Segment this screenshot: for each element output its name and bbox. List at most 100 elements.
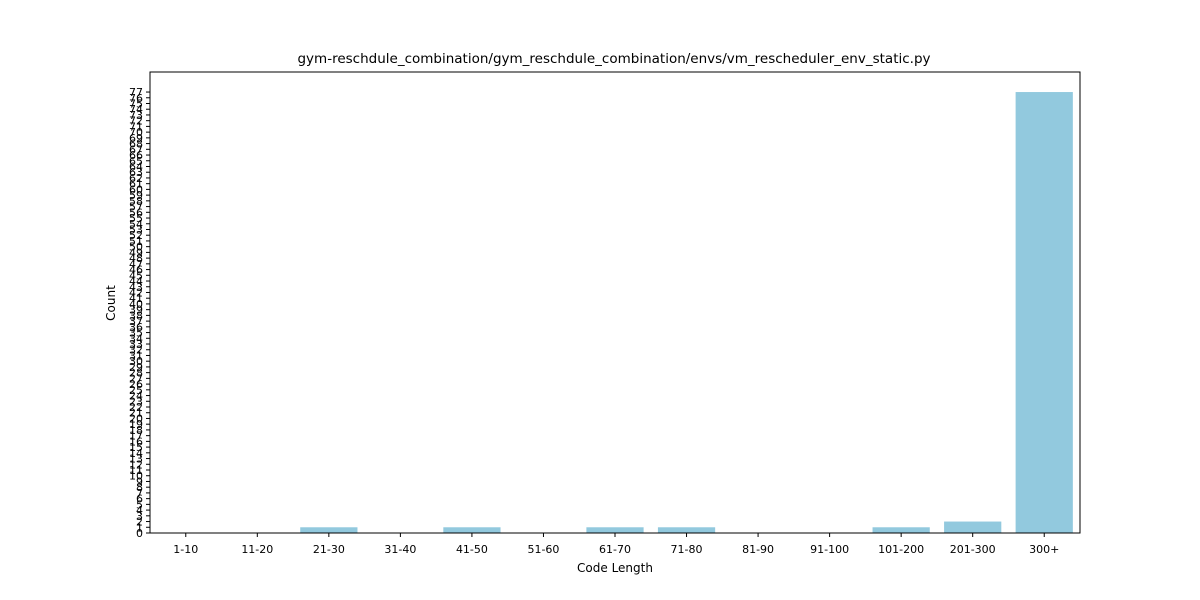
x-tick-label: 91-100 bbox=[810, 543, 849, 556]
x-tick-label: 71-80 bbox=[671, 543, 703, 556]
x-tick-label: 21-30 bbox=[313, 543, 345, 556]
y-tick-label: 71 bbox=[129, 120, 143, 133]
y-tick-label: 56 bbox=[129, 206, 143, 219]
y-tick-label: 17 bbox=[129, 430, 143, 443]
x-axis-label: Code Length bbox=[577, 561, 653, 575]
y-tick-label: 38 bbox=[129, 309, 143, 322]
y-tick-label: 47 bbox=[129, 258, 143, 271]
y-tick-label: 13 bbox=[129, 453, 143, 466]
y-tick-label: 61 bbox=[129, 178, 143, 191]
x-tick-label: 101-200 bbox=[878, 543, 924, 556]
bar bbox=[944, 521, 1002, 533]
x-tick-label: 61-70 bbox=[599, 543, 631, 556]
y-tick-label: 44 bbox=[129, 275, 143, 288]
y-tick-label: 33 bbox=[129, 338, 143, 351]
x-tick-label: 31-40 bbox=[384, 543, 416, 556]
plot-frame bbox=[149, 71, 1081, 534]
x-tick-label: 81-90 bbox=[742, 543, 774, 556]
y-tick-label: 24 bbox=[129, 390, 143, 403]
y-tick-label: 30 bbox=[129, 355, 143, 368]
y-tick-label: 52 bbox=[129, 229, 143, 242]
y-tick-label: 45 bbox=[129, 269, 143, 282]
y-tick-label: 35 bbox=[129, 327, 143, 340]
y-tick-label: 32 bbox=[129, 344, 143, 357]
y-tick-label: 58 bbox=[129, 195, 143, 208]
y-tick-label: 70 bbox=[129, 126, 143, 139]
y-tick-label: 67 bbox=[129, 143, 143, 156]
y-tick-label: 8 bbox=[136, 481, 143, 494]
y-tick-label: 57 bbox=[129, 201, 143, 214]
y-tick-label: 73 bbox=[129, 109, 143, 122]
bar bbox=[586, 527, 644, 533]
y-tick-label: 27 bbox=[129, 372, 143, 385]
y-tick-label: 53 bbox=[129, 223, 143, 236]
y-tick-label: 11 bbox=[129, 464, 143, 477]
y-tick-label: 4 bbox=[136, 504, 143, 517]
y-tick-label: 6 bbox=[136, 493, 143, 506]
y-tick-label: 59 bbox=[129, 189, 143, 202]
y-tick-label: 49 bbox=[129, 246, 143, 259]
y-tick-label: 23 bbox=[129, 395, 143, 408]
y-tick-label: 20 bbox=[129, 412, 143, 425]
y-tick-label: 9 bbox=[136, 475, 143, 488]
x-tick-label: 51-60 bbox=[527, 543, 559, 556]
y-tick-label: 54 bbox=[129, 218, 143, 231]
chart-title: gym-reschdule_combination/gym_reschdule_… bbox=[297, 51, 930, 67]
bars-layer bbox=[300, 92, 1073, 533]
y-tick-label: 43 bbox=[129, 281, 143, 294]
bar bbox=[300, 527, 358, 533]
y-tick-label: 0 bbox=[136, 527, 143, 540]
y-tick-label: 37 bbox=[129, 315, 143, 328]
x-axis-ticks: 1-10 11-20 21-30 31-40 41-50 51-60 61-70 71-80 8… bbox=[173, 533, 1059, 556]
y-tick-label: 48 bbox=[129, 252, 143, 265]
y-tick-label: 15 bbox=[129, 441, 143, 454]
y-tick-label: 66 bbox=[129, 149, 143, 162]
y-tick-label: 46 bbox=[129, 264, 143, 277]
y-tick-label: 16 bbox=[129, 435, 143, 448]
y-tick-label: 34 bbox=[129, 332, 143, 345]
y-tick-label: 40 bbox=[129, 298, 143, 311]
y-tick-label: 1 bbox=[136, 521, 143, 534]
y-tick-label: 3 bbox=[136, 510, 143, 523]
y-tick-label: 77 bbox=[129, 86, 143, 99]
y-tick-label: 36 bbox=[129, 321, 143, 334]
y-tick-label: 12 bbox=[129, 458, 143, 471]
y-tick-label: 21 bbox=[129, 407, 143, 420]
bar bbox=[443, 527, 501, 533]
y-tick-label: 31 bbox=[129, 349, 143, 362]
y-tick-label: 64 bbox=[129, 160, 143, 173]
y-tick-label: 7 bbox=[136, 487, 143, 500]
y-tick-label: 41 bbox=[129, 292, 143, 305]
y-tick-label: 18 bbox=[129, 424, 143, 437]
x-tick-label: 201-300 bbox=[950, 543, 996, 556]
y-tick-label: 72 bbox=[129, 115, 143, 128]
y-tick-label: 5 bbox=[136, 498, 143, 511]
bar bbox=[657, 527, 716, 533]
y-tick-label: 69 bbox=[129, 132, 143, 145]
y-tick-label: 42 bbox=[129, 286, 143, 299]
x-tick-label: 1-10 bbox=[173, 543, 198, 556]
y-axis-label: Count bbox=[104, 285, 118, 321]
y-tick-label: 25 bbox=[129, 384, 143, 397]
y-tick-label: 50 bbox=[129, 241, 143, 254]
y-tick-label: 51 bbox=[129, 235, 143, 248]
y-tick-label: 28 bbox=[129, 367, 143, 380]
y-tick-label: 76 bbox=[129, 92, 143, 105]
axes-layer bbox=[149, 71, 1081, 534]
y-tick-label: 63 bbox=[129, 166, 143, 179]
y-tick-label: 65 bbox=[129, 155, 143, 168]
y-tick-label: 74 bbox=[129, 103, 143, 116]
bar bbox=[872, 527, 930, 533]
x-tick-label: 11-20 bbox=[241, 543, 273, 556]
y-tick-label: 62 bbox=[129, 172, 143, 185]
y-tick-label: 39 bbox=[129, 304, 143, 317]
y-tick-label: 26 bbox=[129, 378, 143, 391]
y-tick-label: 29 bbox=[129, 361, 143, 374]
y-tick-label: 60 bbox=[129, 183, 143, 196]
y-tick-label: 55 bbox=[129, 212, 143, 225]
y-tick-label: 14 bbox=[129, 447, 143, 460]
y-tick-label: 2 bbox=[136, 516, 143, 529]
bar bbox=[1015, 92, 1073, 533]
y-axis-ticks: 0123456789101112131415161718192021222324… bbox=[129, 86, 150, 540]
